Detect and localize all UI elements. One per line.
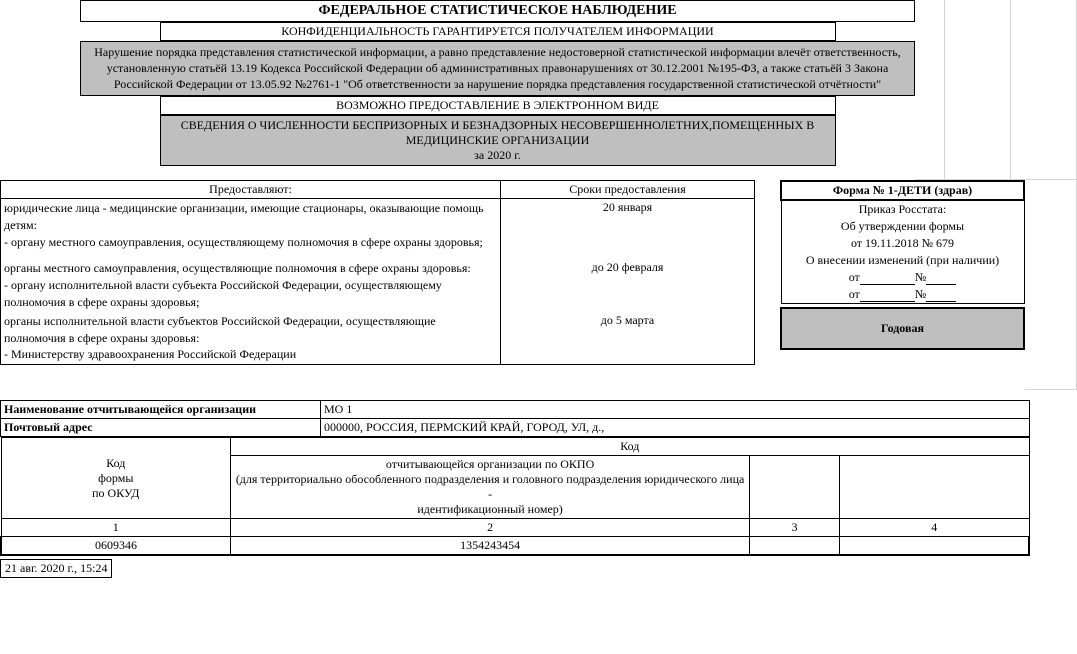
confidentiality: КОНФИДЕНЦИАЛЬНОСТЬ ГАРАНТИРУЕТСЯ ПОЛУЧАТ…: [160, 23, 835, 41]
v2: 1354243454: [231, 537, 750, 556]
org-table: Наименование отчитывающейся организации …: [0, 400, 1030, 437]
approval-date: от 19.11.2018 № 679: [781, 235, 1024, 252]
col-okpo: отчитывающейся организации по ОКПО (для …: [231, 456, 750, 519]
info-title: СВЕДЕНИЯ О ЧИСЛЕННОСТИ БЕСПРИЗОРНЫХ И БЕ…: [181, 118, 815, 147]
no-label-2: №: [915, 287, 926, 301]
row2-text: органы местного самоуправления, осуществ…: [1, 259, 501, 311]
v1: 0609346: [1, 537, 231, 556]
changes: О внесении изменений (при наличии): [781, 252, 1024, 269]
h1: 1: [1, 519, 231, 537]
row1-date: 20 января: [501, 199, 755, 252]
org-addr-label: Почтовый адрес: [1, 419, 321, 437]
col-code: Код: [231, 438, 1029, 456]
org-addr-value: 000000, РОССИЯ, ПЕРМСКИЙ КРАЙ, ГОРОД, УЛ…: [321, 419, 1030, 437]
periodicity: Годовая: [781, 308, 1024, 349]
h3: 3: [750, 519, 840, 537]
org-name-value: МО 1: [321, 401, 1030, 419]
row3-text: органы исполнительной власти субъектов Р…: [1, 312, 501, 365]
codes-table: Код формы по ОКУД Код отчитывающейся орг…: [0, 437, 1030, 556]
v4: [839, 537, 1029, 556]
footer-datetime: 21 авг. 2020 г., 15:24: [0, 559, 112, 578]
ot-label-2: от: [849, 287, 860, 301]
info-year: за 2020 г.: [474, 148, 521, 162]
ot-no-row1: от №: [781, 269, 1024, 286]
order: Приказ Росстата:: [781, 200, 1024, 218]
row3-date: до 5 марта: [501, 312, 755, 365]
title: ФЕДЕРАЛЬНОЕ СТАТИСТИЧЕСКОЕ НАБЛЮДЕНИЕ: [81, 1, 915, 22]
h2: 2: [231, 519, 750, 537]
col-provide: Предоставляют:: [1, 181, 501, 199]
electronic: ВОЗМОЖНО ПРЕДОСТАВЛЕНИЕ В ЭЛЕКТРОННОМ ВИ…: [160, 96, 835, 114]
org-name-label: Наименование отчитывающейся организации: [1, 401, 321, 419]
form-no: Форма № 1-ДЕТИ (здрав): [781, 181, 1024, 200]
ot-label-1: от: [849, 270, 860, 284]
violation-text: Нарушение порядка представления статисти…: [81, 42, 915, 96]
no-label-1: №: [915, 270, 926, 284]
col-deadline: Сроки предоставления: [501, 181, 755, 199]
h4: 4: [839, 519, 1029, 537]
ot-no-row2: от №: [781, 286, 1024, 304]
row1-text: юридические лица - медицинские организац…: [1, 199, 501, 252]
v3: [750, 537, 840, 556]
info-title-cell: СВЕДЕНИЯ О ЧИСЛЕННОСТИ БЕСПРИЗОРНЫХ И БЕ…: [160, 115, 835, 165]
row2-date: до 20 февраля: [501, 259, 755, 311]
col-form: Код формы по ОКУД: [1, 438, 231, 519]
approval: Об утверждении формы: [781, 218, 1024, 235]
